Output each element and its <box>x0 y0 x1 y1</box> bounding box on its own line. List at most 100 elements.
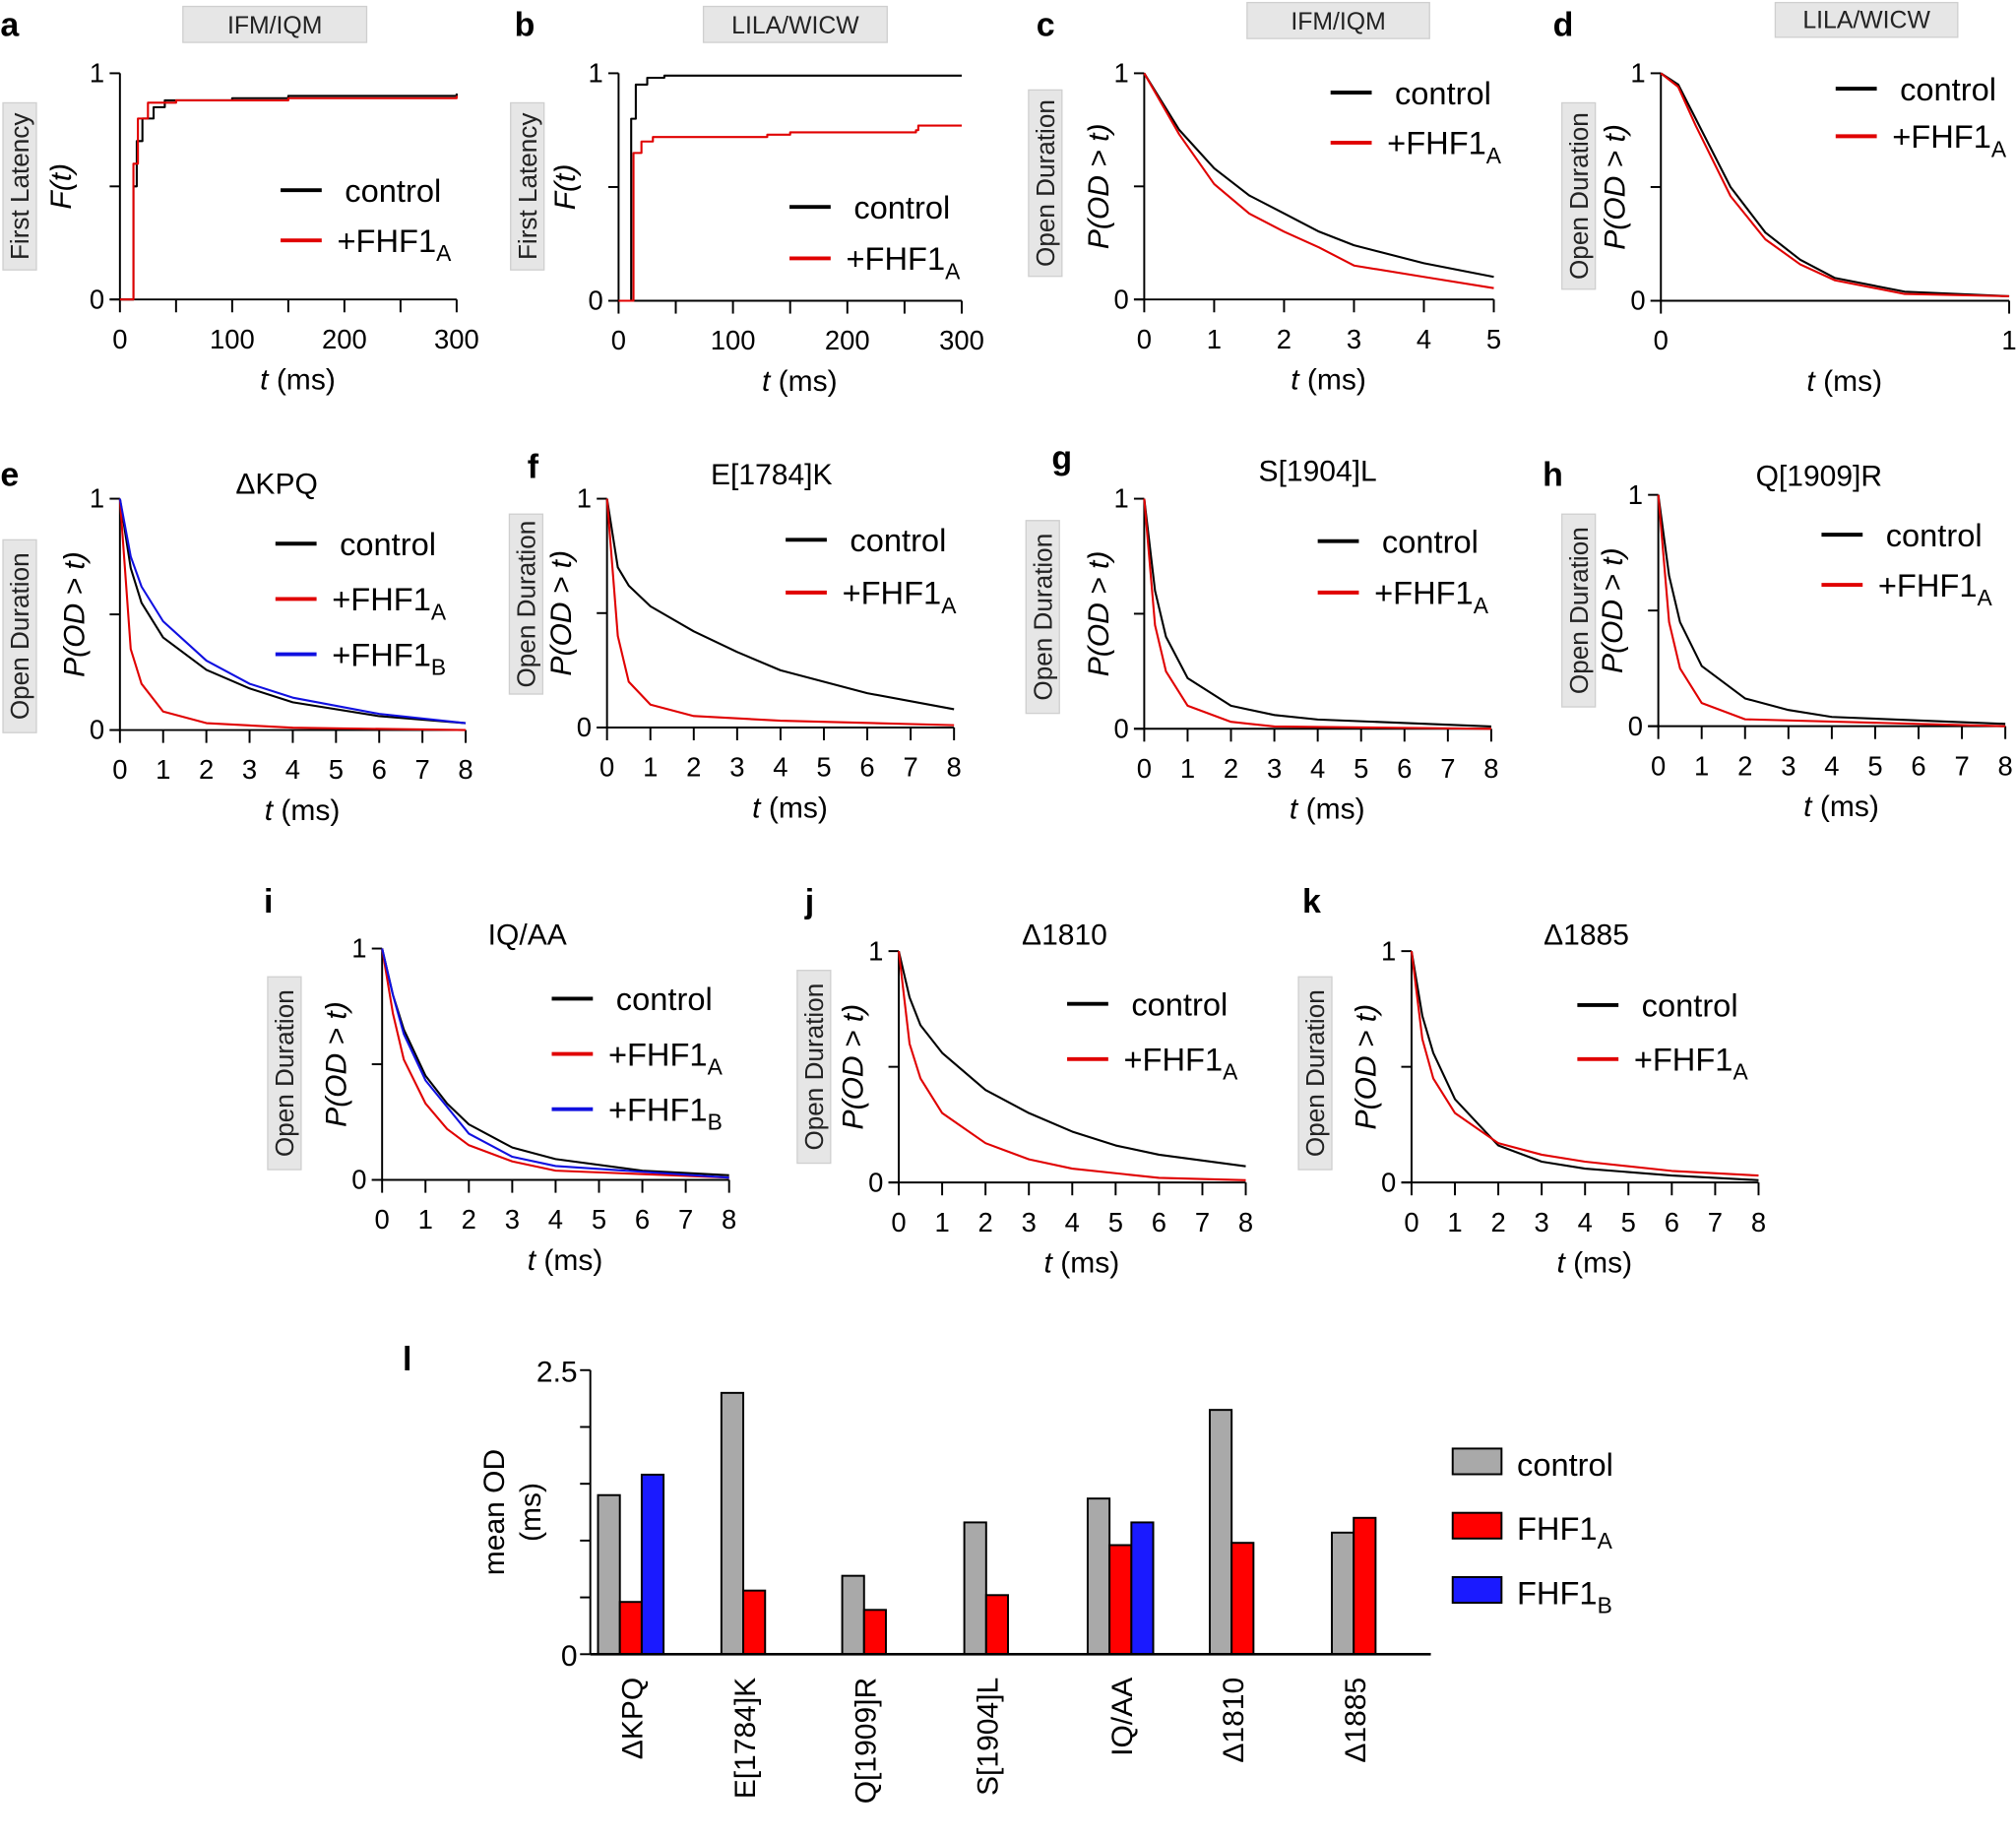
legend-label: +FHF1A <box>608 1036 724 1079</box>
text-part: t <box>1556 1247 1566 1280</box>
panel-title: E[1784]K <box>711 459 833 491</box>
text-part: 4 <box>1417 324 1431 354</box>
panel-a: a IFM/IQM First Latency F(t) 0 1 0 100 200 300 t (… <box>0 5 479 397</box>
panel-d: d LILA/WICW Open Duration P(OD > t) 0 1 0 1 t (m… <box>1553 1 2016 398</box>
text-part: control <box>616 981 713 1017</box>
text-part: Open Duration <box>1564 112 1594 280</box>
y-tick-label: 0 <box>1628 711 1643 741</box>
category-label: Δ1885 <box>1340 1678 1372 1763</box>
y-tick-label: 0 <box>577 712 592 742</box>
bar-fhf1a <box>1353 1516 1377 1656</box>
y-tick-label: 0 <box>90 715 104 745</box>
side-label: Open Duration <box>1031 99 1060 267</box>
text-part: 4 <box>1578 1207 1593 1237</box>
subscript: A <box>1978 585 1993 610</box>
series-line-fhf1a <box>119 95 458 301</box>
text-part: 1 <box>1113 483 1128 514</box>
series-line-control <box>1660 72 2010 297</box>
category-label: Q[1909]R <box>850 1678 883 1804</box>
y-tick-label: 0 <box>1630 285 1645 316</box>
text-part: Open Duration <box>1028 534 1057 701</box>
legend-label: control <box>1517 1446 1613 1483</box>
legend-label: +FHF1A <box>843 575 958 618</box>
series-line-fhf1b <box>118 498 467 725</box>
y-tick-label: 1 <box>1113 483 1128 514</box>
bar-control <box>720 1391 745 1656</box>
text-part: LILA/WICW <box>731 13 859 39</box>
legend-label: +FHF1A <box>1892 118 2007 161</box>
subscript: A <box>436 240 452 266</box>
x-tick-label: 0 <box>1651 750 1666 781</box>
text-part: 6 <box>635 1204 650 1235</box>
x-axis-label: t (ms) <box>1290 793 1365 826</box>
legend-label: FHF1A <box>1517 1510 1613 1553</box>
text-part: First Latency <box>5 113 34 260</box>
x-tick-label: 7 <box>1440 753 1455 784</box>
x-tick-label: 7 <box>1195 1207 1210 1237</box>
text-part: 1 <box>1630 58 1645 89</box>
text-part: 3 <box>1347 324 1361 354</box>
series-line-control <box>1143 498 1491 728</box>
text-part: l <box>403 1341 411 1378</box>
series-line-fhf1a <box>381 948 729 1179</box>
x-tick-label: 5 <box>816 752 831 783</box>
panel-letter: k <box>1302 883 1321 920</box>
x-tick-label: 100 <box>210 324 255 354</box>
subscript: B <box>1598 1593 1612 1618</box>
legend-label: +FHF1A <box>1374 575 1489 618</box>
side-label-box <box>1561 513 1597 708</box>
x-axis-unit: (ms) <box>1815 365 1882 398</box>
legend-label: +FHF1A <box>337 222 452 266</box>
bar-fhf1a <box>862 1609 887 1656</box>
series-line-control <box>1657 494 2006 726</box>
text-part: 1 <box>934 1207 949 1237</box>
text-part: 0 <box>112 754 127 785</box>
text-part: P(OD > t) <box>1083 124 1115 250</box>
legend-label: control <box>853 189 950 225</box>
x-tick-label: 7 <box>415 754 430 785</box>
text-part: 4 <box>773 752 788 783</box>
text-part: 6 <box>1911 750 1925 781</box>
x-tick-label: 4 <box>1417 324 1431 354</box>
text-part: control <box>1382 523 1479 559</box>
text-part: g <box>1051 440 1072 477</box>
x-tick-label: 0 <box>112 754 127 785</box>
x-tick-label: 8 <box>947 752 962 783</box>
x-tick-label: 3 <box>1022 1207 1037 1237</box>
series-line-fhf1a <box>618 124 962 302</box>
text-part: 8 <box>1483 753 1498 784</box>
legend-label: control <box>345 172 441 209</box>
legend-label: control <box>1900 71 1996 107</box>
text-part: 4 <box>1824 750 1839 781</box>
series-line-control <box>1143 72 1494 279</box>
x-tick-label: 100 <box>711 325 756 355</box>
text-part: Δ1885 <box>1340 1678 1372 1763</box>
text-part: Open Duration <box>5 552 34 720</box>
text-part: +FHF1 <box>608 1091 708 1127</box>
text-part: +FHF1 <box>332 636 431 672</box>
text-part: +FHF1 <box>1374 575 1474 611</box>
text-part: P(OD > t) <box>837 1004 869 1130</box>
series-line-fhf1b <box>381 948 729 1179</box>
x-tick-label: 1 <box>1180 753 1195 784</box>
subscript: A <box>1991 136 2007 161</box>
text-part: 6 <box>372 754 387 785</box>
text-part: P(OD > t) <box>1600 124 1632 250</box>
y-tick-label: 0 <box>351 1165 366 1195</box>
y-tick-label: 1 <box>90 58 104 89</box>
x-tick-label: 2 <box>1737 750 1752 781</box>
text-part: P(OD > t) <box>1597 547 1629 673</box>
text-part: Open Duration <box>1031 99 1060 267</box>
x-tick-label: 3 <box>242 754 257 785</box>
x-tick-label: 6 <box>1665 1207 1679 1237</box>
panel-l: l 0 2.5 mean OD (ms) ΔKPQ E[1784]K Q[1909]R S[19… <box>403 1341 1613 1805</box>
x-axis-unit: (ms) <box>273 794 340 827</box>
text-part: control <box>1395 75 1491 111</box>
legend-label: +FHF1B <box>608 1091 723 1134</box>
text-part: Open Duration <box>799 983 829 1151</box>
